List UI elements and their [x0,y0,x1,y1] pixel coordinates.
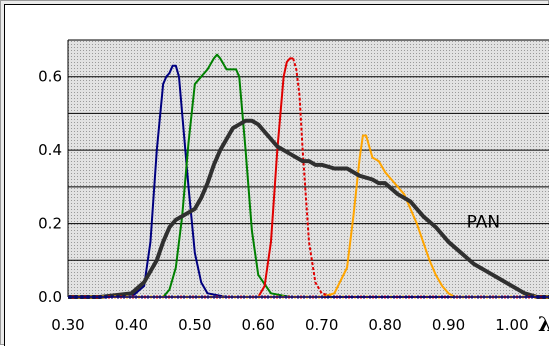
x-tick-label: 0.60 [242,316,275,334]
y-tick-label: 0.4 [38,141,62,159]
chart-panel: 0.0 0.2 0.4 0.6 0.30 0.40 0.50 0.60 0.70 0.80 0.90… [4,4,549,346]
pan-series-line [68,118,549,299]
plot-area [68,40,549,297]
spectral-response-chart: 0.0 0.2 0.4 0.6 0.30 0.40 0.50 0.60 0.70 0.80 0.90… [38,39,549,336]
x-tick-label: 0.70 [305,316,338,334]
series-line [68,53,549,298]
y-tick-label: 0.0 [38,288,62,306]
x-tick-label: 1.00 [495,316,528,334]
y-tick-label: 0.6 [38,68,62,86]
y-tick-label: 0.2 [38,215,62,233]
x-axis-label: λ [538,312,549,336]
x-tick-label: 0.50 [178,316,211,334]
x-tick-label: 0.90 [432,316,465,334]
x-tick-label: 0.40 [115,316,148,334]
x-tick-label: 0.30 [51,316,84,334]
x-tick-label: 0.80 [368,316,401,334]
series-line [68,57,294,298]
series-line [68,134,549,298]
pan-annotation: PAN [467,213,501,233]
